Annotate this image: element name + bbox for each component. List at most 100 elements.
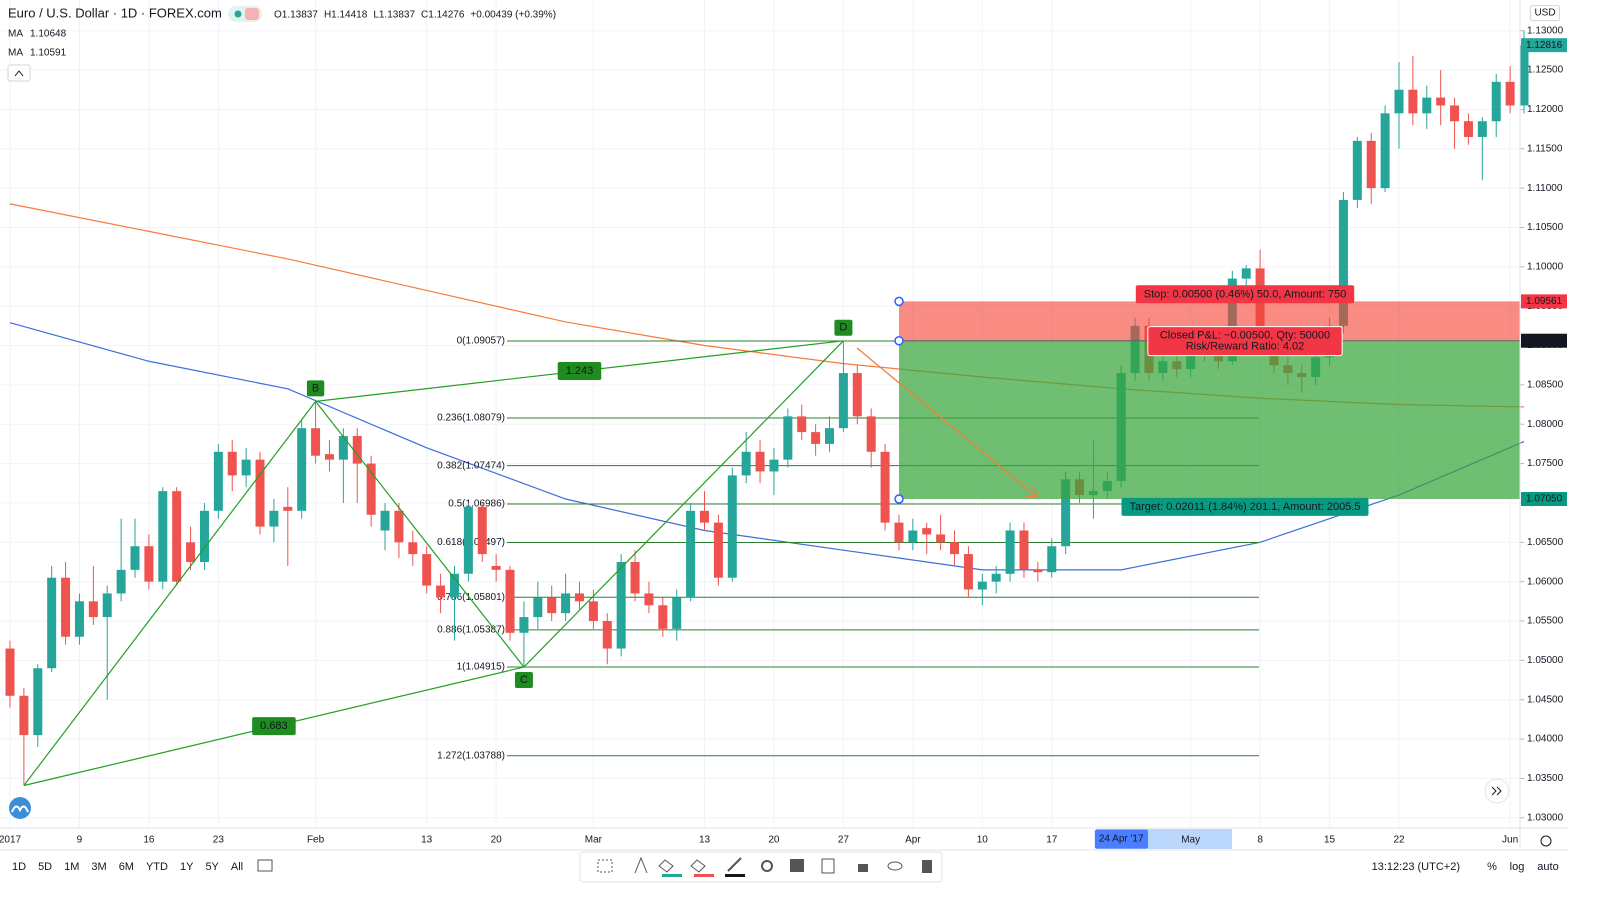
ohlc-value: O1.13837 bbox=[274, 10, 318, 21]
candle-body bbox=[33, 668, 43, 736]
fib-label: 0.382(1.07474) bbox=[437, 460, 505, 471]
range-button[interactable]: YTD bbox=[146, 861, 168, 873]
candle-body bbox=[922, 528, 932, 535]
scroll-icon bbox=[1491, 786, 1502, 796]
ohlc-value: H1.14418 bbox=[324, 10, 368, 21]
candle-body bbox=[158, 491, 168, 582]
ohlc-value: C1.14276 bbox=[421, 10, 465, 21]
candle-body bbox=[713, 522, 723, 578]
pattern-point-label: B bbox=[312, 382, 319, 394]
tool-select[interactable] bbox=[597, 859, 613, 873]
x-tick-label: 27 bbox=[838, 835, 850, 846]
tool-lock[interactable] bbox=[858, 864, 868, 872]
y-tick-label: 1.05000 bbox=[1527, 655, 1564, 666]
candle-body bbox=[1422, 97, 1432, 114]
x-tick-label: 17 bbox=[1046, 835, 1058, 846]
scale-button[interactable]: % bbox=[1487, 861, 1497, 873]
candle-body bbox=[477, 506, 487, 555]
candle-body bbox=[630, 561, 640, 594]
x-tick-label-highlight: 24 Apr '17 bbox=[1099, 834, 1144, 845]
tool-line[interactable] bbox=[727, 857, 742, 872]
candle-body bbox=[227, 451, 237, 476]
tool-clone[interactable] bbox=[821, 858, 835, 874]
candle-body bbox=[1366, 140, 1376, 189]
candle-body bbox=[19, 695, 29, 736]
x-tick-label: 13 bbox=[421, 835, 433, 846]
candle-body bbox=[1408, 89, 1418, 114]
symbol-title: Euro / U.S. Dollar · 1D · FOREX.com bbox=[8, 5, 222, 20]
candle-body bbox=[1491, 81, 1501, 122]
range-button[interactable]: 6M bbox=[119, 861, 134, 873]
stop-label-box bbox=[1135, 285, 1355, 304]
candle-body bbox=[463, 506, 473, 574]
candle-body bbox=[1241, 268, 1251, 279]
candle-body bbox=[1352, 140, 1362, 200]
candle-body bbox=[422, 554, 432, 586]
collapse-button[interactable] bbox=[7, 64, 31, 82]
candle-body bbox=[1033, 569, 1043, 573]
range-button[interactable]: 1M bbox=[64, 861, 79, 873]
range-button[interactable]: 5D bbox=[38, 861, 52, 873]
target-price-label-box bbox=[1521, 492, 1567, 507]
currency-box bbox=[1529, 5, 1561, 22]
tool-fill[interactable] bbox=[658, 859, 674, 873]
y-tick-label: 1.12500 bbox=[1527, 65, 1564, 76]
tool-settings[interactable] bbox=[761, 860, 773, 872]
y-tick-label: 1.04000 bbox=[1527, 734, 1564, 745]
stop-price-label-box bbox=[1521, 294, 1567, 309]
fib-label: 0(1.09057) bbox=[457, 336, 505, 347]
pattern-ratio: 0.683 bbox=[260, 720, 288, 732]
candle-body bbox=[658, 605, 668, 629]
candle-body bbox=[74, 601, 84, 637]
candle-body bbox=[755, 451, 765, 472]
scale-button[interactable]: auto bbox=[1537, 861, 1558, 873]
tool-border-color bbox=[694, 874, 714, 877]
candle-body bbox=[449, 573, 459, 598]
candle-body bbox=[1005, 530, 1015, 574]
candle-body bbox=[213, 451, 223, 511]
fib-label: 1(1.04915) bbox=[457, 662, 505, 673]
y-tick-label: 1.10500 bbox=[1527, 222, 1564, 233]
pattern-point-label-box bbox=[834, 319, 853, 336]
tool-template[interactable] bbox=[790, 859, 804, 872]
y-tick-label: 1.13000 bbox=[1527, 25, 1564, 36]
scroll-button[interactable] bbox=[1484, 778, 1510, 804]
candle-body bbox=[366, 463, 376, 515]
tool-border[interactable] bbox=[690, 859, 706, 873]
candle-body bbox=[172, 491, 182, 582]
candle-body bbox=[1061, 479, 1071, 547]
scale-button[interactable]: log bbox=[1510, 861, 1525, 873]
tool-line-color bbox=[725, 874, 745, 877]
candle-body bbox=[686, 510, 696, 598]
x-tick-label: 10 bbox=[977, 835, 989, 846]
stop-price-label: 1.09561 bbox=[1526, 296, 1563, 307]
candle-body bbox=[727, 475, 737, 578]
date-range-button[interactable] bbox=[257, 859, 273, 872]
settings-icon[interactable] bbox=[1540, 835, 1552, 847]
candle-body bbox=[602, 621, 612, 649]
candle-body bbox=[811, 432, 821, 444]
candle-body bbox=[61, 577, 71, 637]
pattern-ratio-box bbox=[557, 362, 602, 381]
tool-delete[interactable] bbox=[922, 860, 932, 873]
tool-visibility[interactable] bbox=[887, 861, 903, 871]
y-tick-label: 1.11000 bbox=[1527, 183, 1563, 194]
ohlc-value: +0.00439 (+0.39%) bbox=[470, 10, 556, 21]
tool-text[interactable] bbox=[634, 856, 648, 874]
pattern-point-label: C bbox=[520, 674, 528, 686]
y-tick-label: 1.08000 bbox=[1527, 419, 1564, 430]
candle-body bbox=[394, 510, 404, 543]
candle-body bbox=[880, 451, 890, 523]
candle-body bbox=[963, 554, 973, 590]
target-label-box bbox=[1121, 497, 1369, 516]
clock: 13:12:23 (UTC+2) bbox=[1372, 861, 1460, 873]
candle-body bbox=[936, 534, 946, 543]
range-button[interactable]: All bbox=[231, 861, 243, 873]
candle-body bbox=[1519, 45, 1529, 106]
range-button[interactable]: 3M bbox=[91, 861, 106, 873]
range-button[interactable]: 1Y bbox=[180, 861, 194, 873]
candle-body bbox=[1463, 121, 1473, 137]
range-button[interactable]: 5Y bbox=[205, 861, 219, 873]
legend-value: 1.10591 bbox=[30, 48, 67, 59]
range-button[interactable]: 1D bbox=[12, 861, 26, 873]
